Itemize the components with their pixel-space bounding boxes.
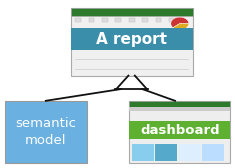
- FancyBboxPatch shape: [179, 144, 201, 161]
- Text: semantic
model: semantic model: [15, 117, 76, 147]
- FancyBboxPatch shape: [129, 101, 230, 163]
- FancyBboxPatch shape: [129, 101, 230, 107]
- FancyBboxPatch shape: [115, 18, 121, 22]
- FancyBboxPatch shape: [129, 18, 135, 22]
- FancyBboxPatch shape: [70, 28, 193, 50]
- FancyBboxPatch shape: [129, 121, 230, 139]
- FancyBboxPatch shape: [132, 144, 154, 161]
- FancyBboxPatch shape: [5, 101, 87, 163]
- FancyBboxPatch shape: [75, 18, 81, 22]
- FancyBboxPatch shape: [202, 144, 224, 161]
- FancyBboxPatch shape: [102, 18, 108, 22]
- FancyBboxPatch shape: [70, 8, 193, 16]
- FancyBboxPatch shape: [129, 107, 230, 111]
- FancyBboxPatch shape: [155, 144, 177, 161]
- FancyBboxPatch shape: [89, 18, 94, 22]
- Text: A report: A report: [96, 32, 167, 47]
- Text: dashboard: dashboard: [140, 124, 219, 137]
- FancyBboxPatch shape: [70, 8, 193, 76]
- FancyBboxPatch shape: [169, 18, 175, 22]
- FancyBboxPatch shape: [142, 18, 148, 22]
- Wedge shape: [171, 17, 189, 28]
- FancyBboxPatch shape: [156, 18, 161, 22]
- Wedge shape: [173, 24, 189, 30]
